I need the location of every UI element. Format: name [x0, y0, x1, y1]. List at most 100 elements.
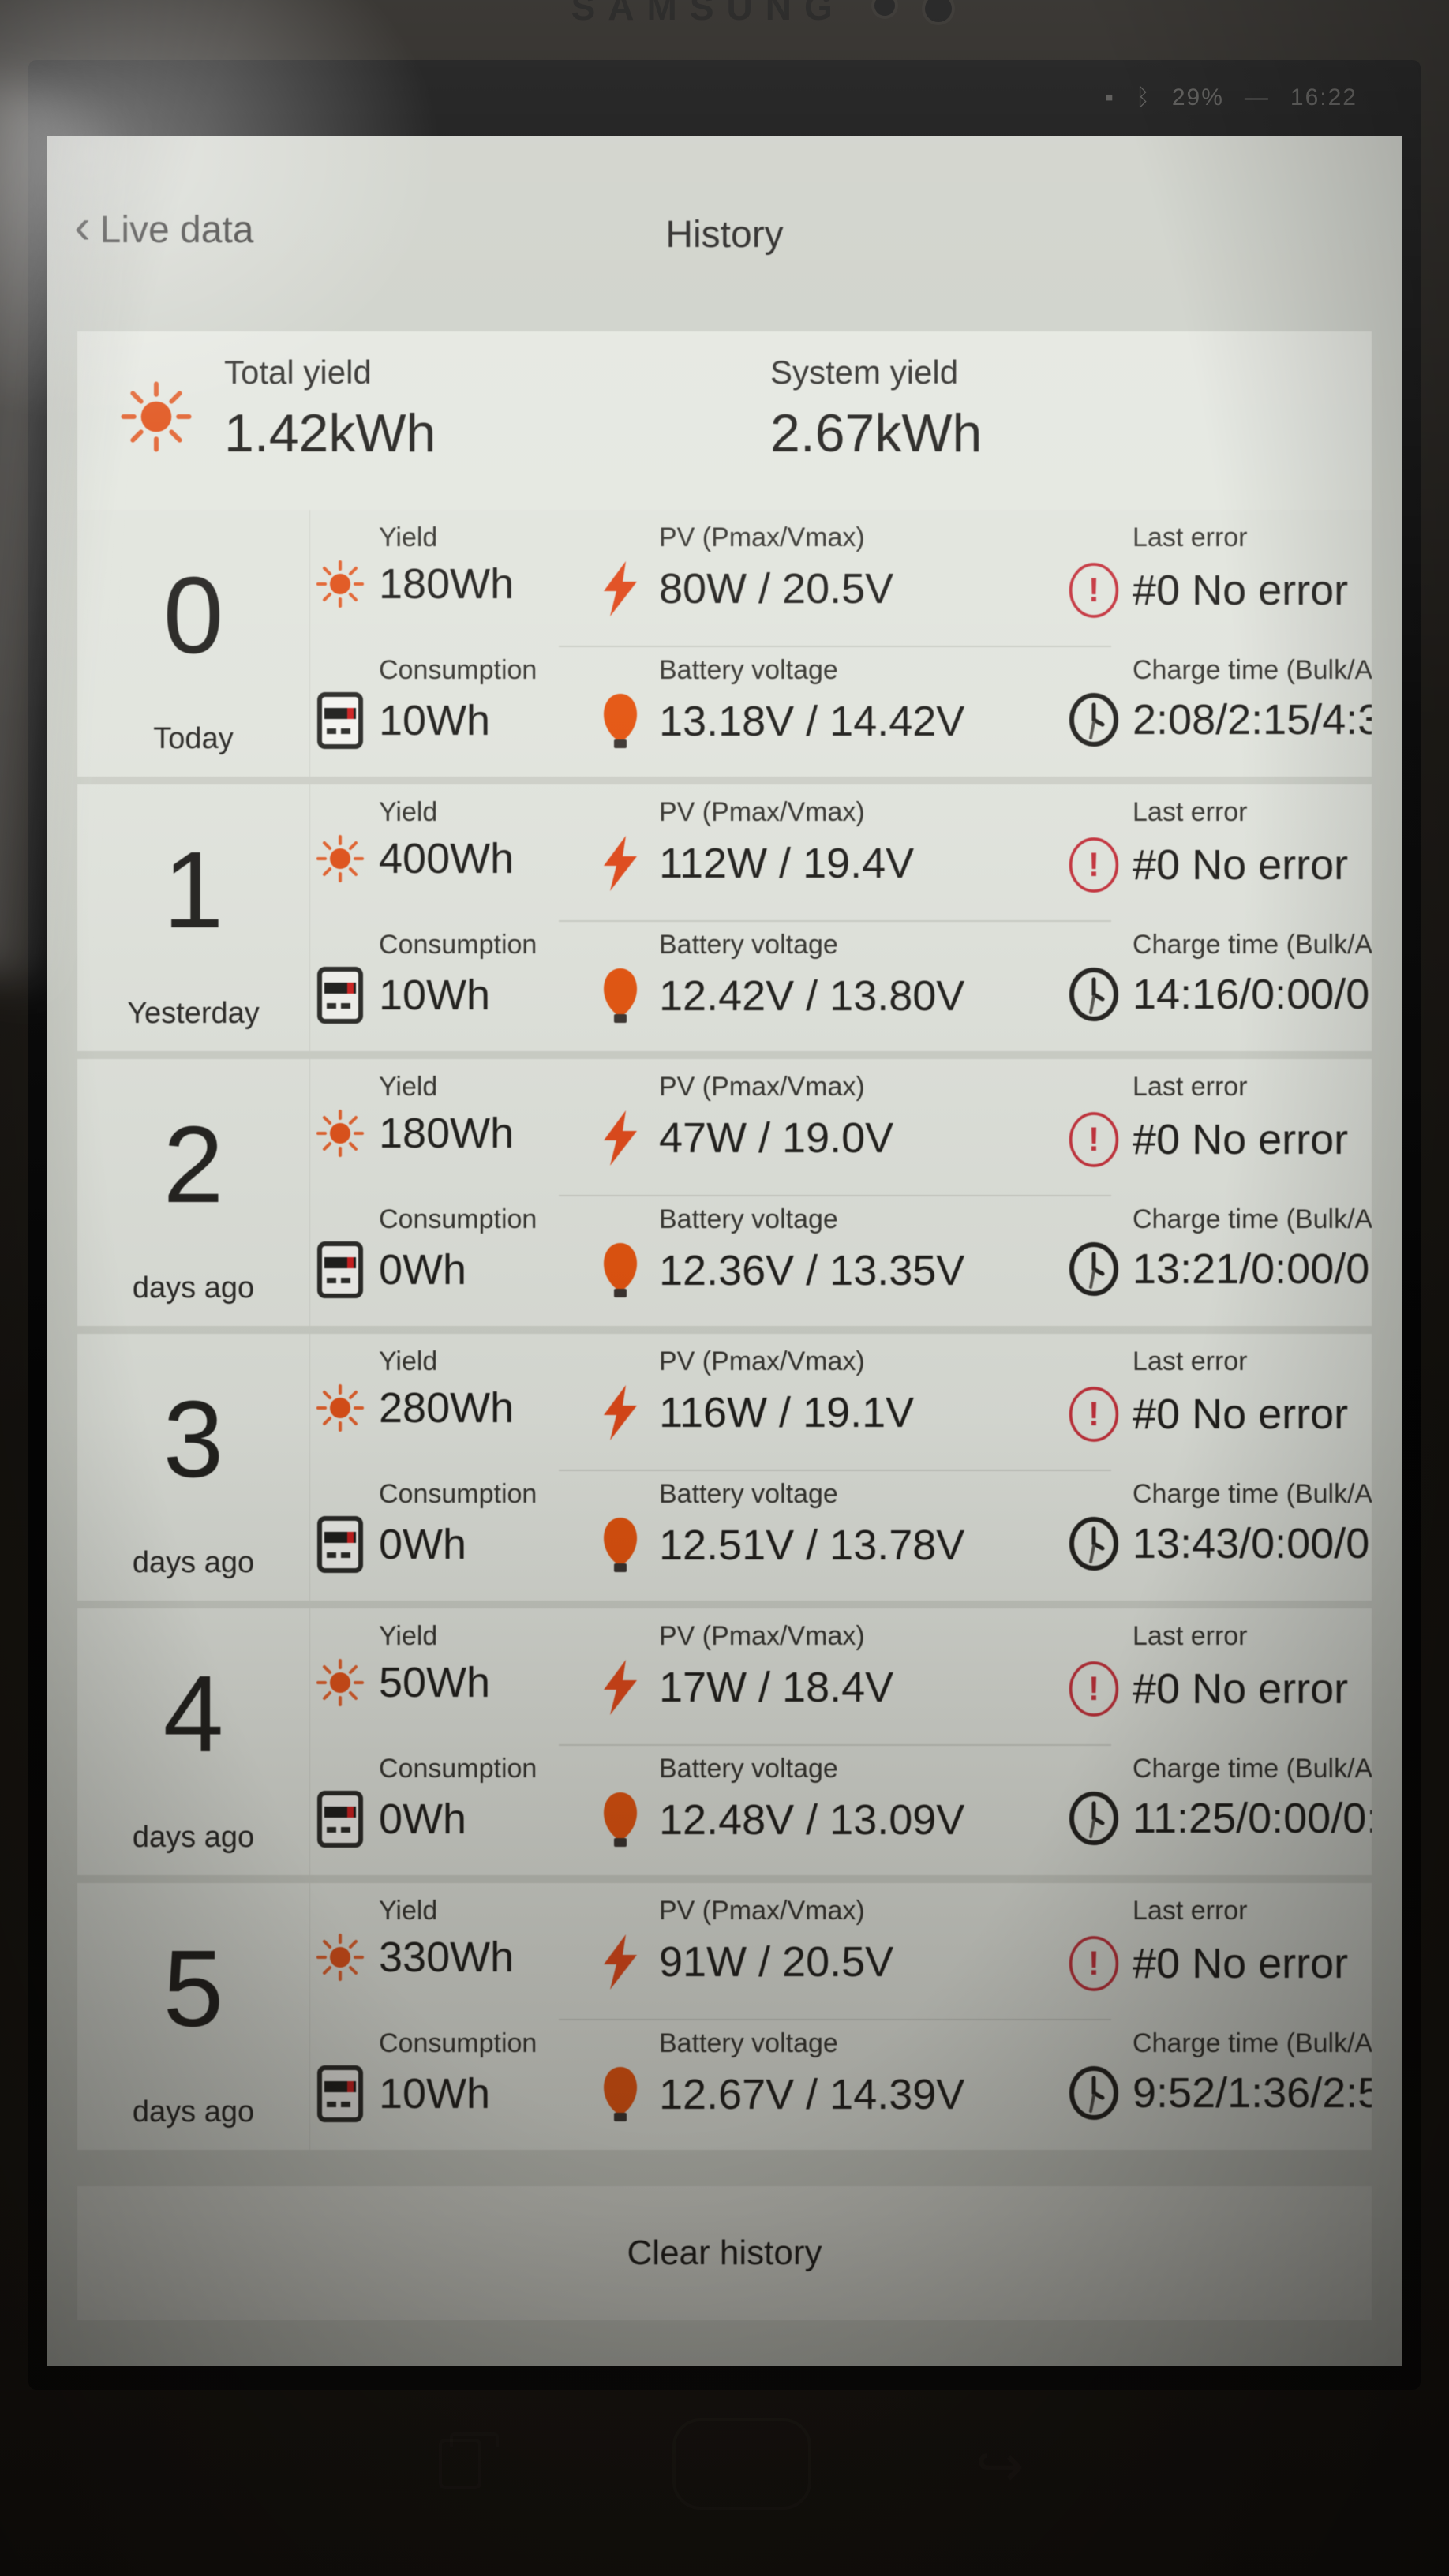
consumption-cell: Consumption 10Wh: [314, 930, 590, 1024]
sim-icon: ▪: [1105, 84, 1115, 110]
yield-label: Yield: [379, 1346, 438, 1376]
bulb-icon: [604, 2067, 637, 2121]
meter-icon: [317, 2065, 363, 2122]
sun-icon: [316, 835, 364, 882]
pv-label: PV (Pmax/Vmax): [659, 1896, 865, 1926]
yield-cell: Yield 180Wh: [314, 1072, 590, 1158]
pv-label: PV (Pmax/Vmax): [659, 1621, 865, 1651]
meter-icon: [317, 692, 363, 749]
history-row: 2 days ago Yield 180Wh Consumption 0Wh P…: [77, 1059, 1372, 1326]
lightning-icon: [604, 836, 637, 891]
clear-history-button[interactable]: Clear history: [627, 2233, 822, 2272]
yield-value: 180Wh: [379, 1110, 515, 1157]
charge-time-label: Charge time (Bulk/A: [1133, 1204, 1372, 1234]
sun-icon: [316, 1659, 364, 1706]
sun-icon: [120, 380, 193, 453]
last-error-label: Last error: [1133, 1346, 1248, 1376]
consumption-value: 0Wh: [379, 1246, 467, 1294]
sun-icon: [316, 1110, 364, 1157]
consumption-value: 10Wh: [379, 2070, 491, 2117]
svg-text:!: !: [1088, 1121, 1099, 1158]
battery-cell: Battery voltage 12.51V / 13.78V: [594, 1479, 1068, 1574]
clock-icon: [1069, 1792, 1118, 1845]
day-column: 3 days ago: [77, 1334, 310, 1601]
sun-icon: [316, 1384, 364, 1432]
day-label: Today: [153, 722, 234, 755]
charge-time-label: Charge time (Bulk/A: [1133, 655, 1372, 685]
row-divider: [559, 1744, 1111, 1746]
tablet-screen: ▪ ᛒ 29% — 16:22 ‹ Live data History: [28, 60, 1421, 2390]
charge-time-cell: Charge time (Bulk/A 13:21/0:00/0:: [1068, 1204, 1372, 1297]
light-sensor-icon: [925, 0, 952, 22]
home-button[interactable]: [672, 2418, 811, 2510]
yield-label: Yield: [379, 1072, 438, 1102]
page-title: History: [665, 214, 784, 256]
charge-time-value: 14:16/0:00/0:: [1133, 971, 1372, 1018]
consumption-label: Consumption: [379, 655, 537, 685]
consumption-value: 0Wh: [379, 1521, 467, 1568]
consumption-value: 0Wh: [379, 1795, 467, 1843]
battery-value: 12.67V / 14.39V: [659, 2071, 965, 2118]
battery-label: Battery voltage: [659, 1204, 838, 1234]
yield-value: 280Wh: [379, 1384, 515, 1432]
yield-value: 50Wh: [379, 1659, 491, 1706]
back-nav-button[interactable]: ↩: [975, 2433, 1025, 2499]
svg-text:!: !: [1088, 1395, 1099, 1432]
row-divider: [559, 1195, 1111, 1196]
charge-time-label: Charge time (Bulk/A: [1133, 1479, 1372, 1509]
last-error-value: #0 No error: [1133, 567, 1349, 614]
charge-time-label: Charge time (Bulk/A: [1133, 930, 1372, 960]
battery-cell: Battery voltage 12.36V / 13.35V: [594, 1204, 1068, 1300]
meter-icon: [317, 1516, 363, 1573]
battery-value: 13.18V / 14.42V: [659, 698, 965, 745]
charge-time-cell: Charge time (Bulk/A 11:25/0:00/0:: [1068, 1754, 1372, 1846]
android-status-bar: ▪ ᛒ 29% — 16:22: [47, 60, 1402, 136]
pv-cell: PV (Pmax/Vmax) 91W / 20.5V: [594, 1896, 1068, 1991]
history-rows: 0 Today Yield 180Wh Consumption 10Wh PV …: [47, 510, 1402, 2150]
front-camera-icon: [874, 0, 895, 16]
battery-value: 12.51V / 13.78V: [659, 1522, 965, 1569]
day-column: 1 Yesterday: [77, 784, 310, 1051]
row-divider: [559, 2019, 1111, 2020]
last-error-label: Last error: [1133, 1621, 1248, 1651]
pv-label: PV (Pmax/Vmax): [659, 1072, 865, 1102]
day-label: Yesterday: [127, 997, 260, 1030]
last-error-cell: Last error ! #0 No error: [1068, 797, 1372, 896]
day-number: 2: [163, 1104, 224, 1226]
clock-icon: [1069, 1517, 1118, 1571]
pv-label: PV (Pmax/Vmax): [659, 1346, 865, 1376]
charge-time-cell: Charge time (Bulk/A 2:08/2:15/4:3: [1068, 655, 1372, 747]
svg-text:!: !: [1088, 846, 1099, 883]
yield-cell: Yield 180Wh: [314, 522, 590, 608]
day-number: 4: [163, 1653, 224, 1775]
charge-time-value: 13:43/0:00/0:: [1133, 1520, 1372, 1567]
row-divider: [559, 646, 1111, 647]
pv-value: 112W / 19.4V: [659, 840, 915, 887]
last-error-cell: Last error ! #0 No error: [1068, 1896, 1372, 1994]
charge-time-label: Charge time (Bulk/A: [1133, 1754, 1372, 1784]
pv-value: 17W / 18.4V: [659, 1664, 894, 1711]
battery-value: 12.48V / 13.09V: [659, 1796, 965, 1844]
last-error-label: Last error: [1133, 522, 1248, 552]
lightning-icon: [604, 561, 637, 616]
pv-label: PV (Pmax/Vmax): [659, 797, 865, 827]
charge-time-label: Charge time (Bulk/A: [1133, 2028, 1372, 2058]
yield-cell: Yield 280Wh: [314, 1346, 590, 1432]
recents-button[interactable]: [439, 2432, 499, 2489]
consumption-cell: Consumption 10Wh: [314, 2028, 590, 2122]
yield-summary-card: Total yield 1.42kWh System yield 2.67kWh: [77, 331, 1372, 510]
lightning-icon: [604, 1385, 637, 1440]
consumption-cell: Consumption 0Wh: [314, 1204, 590, 1298]
alert-circle-icon: !: [1069, 1661, 1119, 1717]
charge-time-value: 13:21/0:00/0:: [1133, 1245, 1372, 1293]
day-column: 4 days ago: [77, 1608, 310, 1875]
yield-label: Yield: [379, 1621, 438, 1651]
clock-icon: [1069, 693, 1118, 747]
row-divider: [559, 920, 1111, 922]
bulb-icon: [604, 1792, 637, 1847]
consumption-cell: Consumption 0Wh: [314, 1754, 590, 1848]
yield-cell: Yield 330Wh: [314, 1896, 590, 1982]
battery-percent: 29%: [1171, 84, 1224, 110]
consumption-cell: Consumption 0Wh: [314, 1479, 590, 1573]
